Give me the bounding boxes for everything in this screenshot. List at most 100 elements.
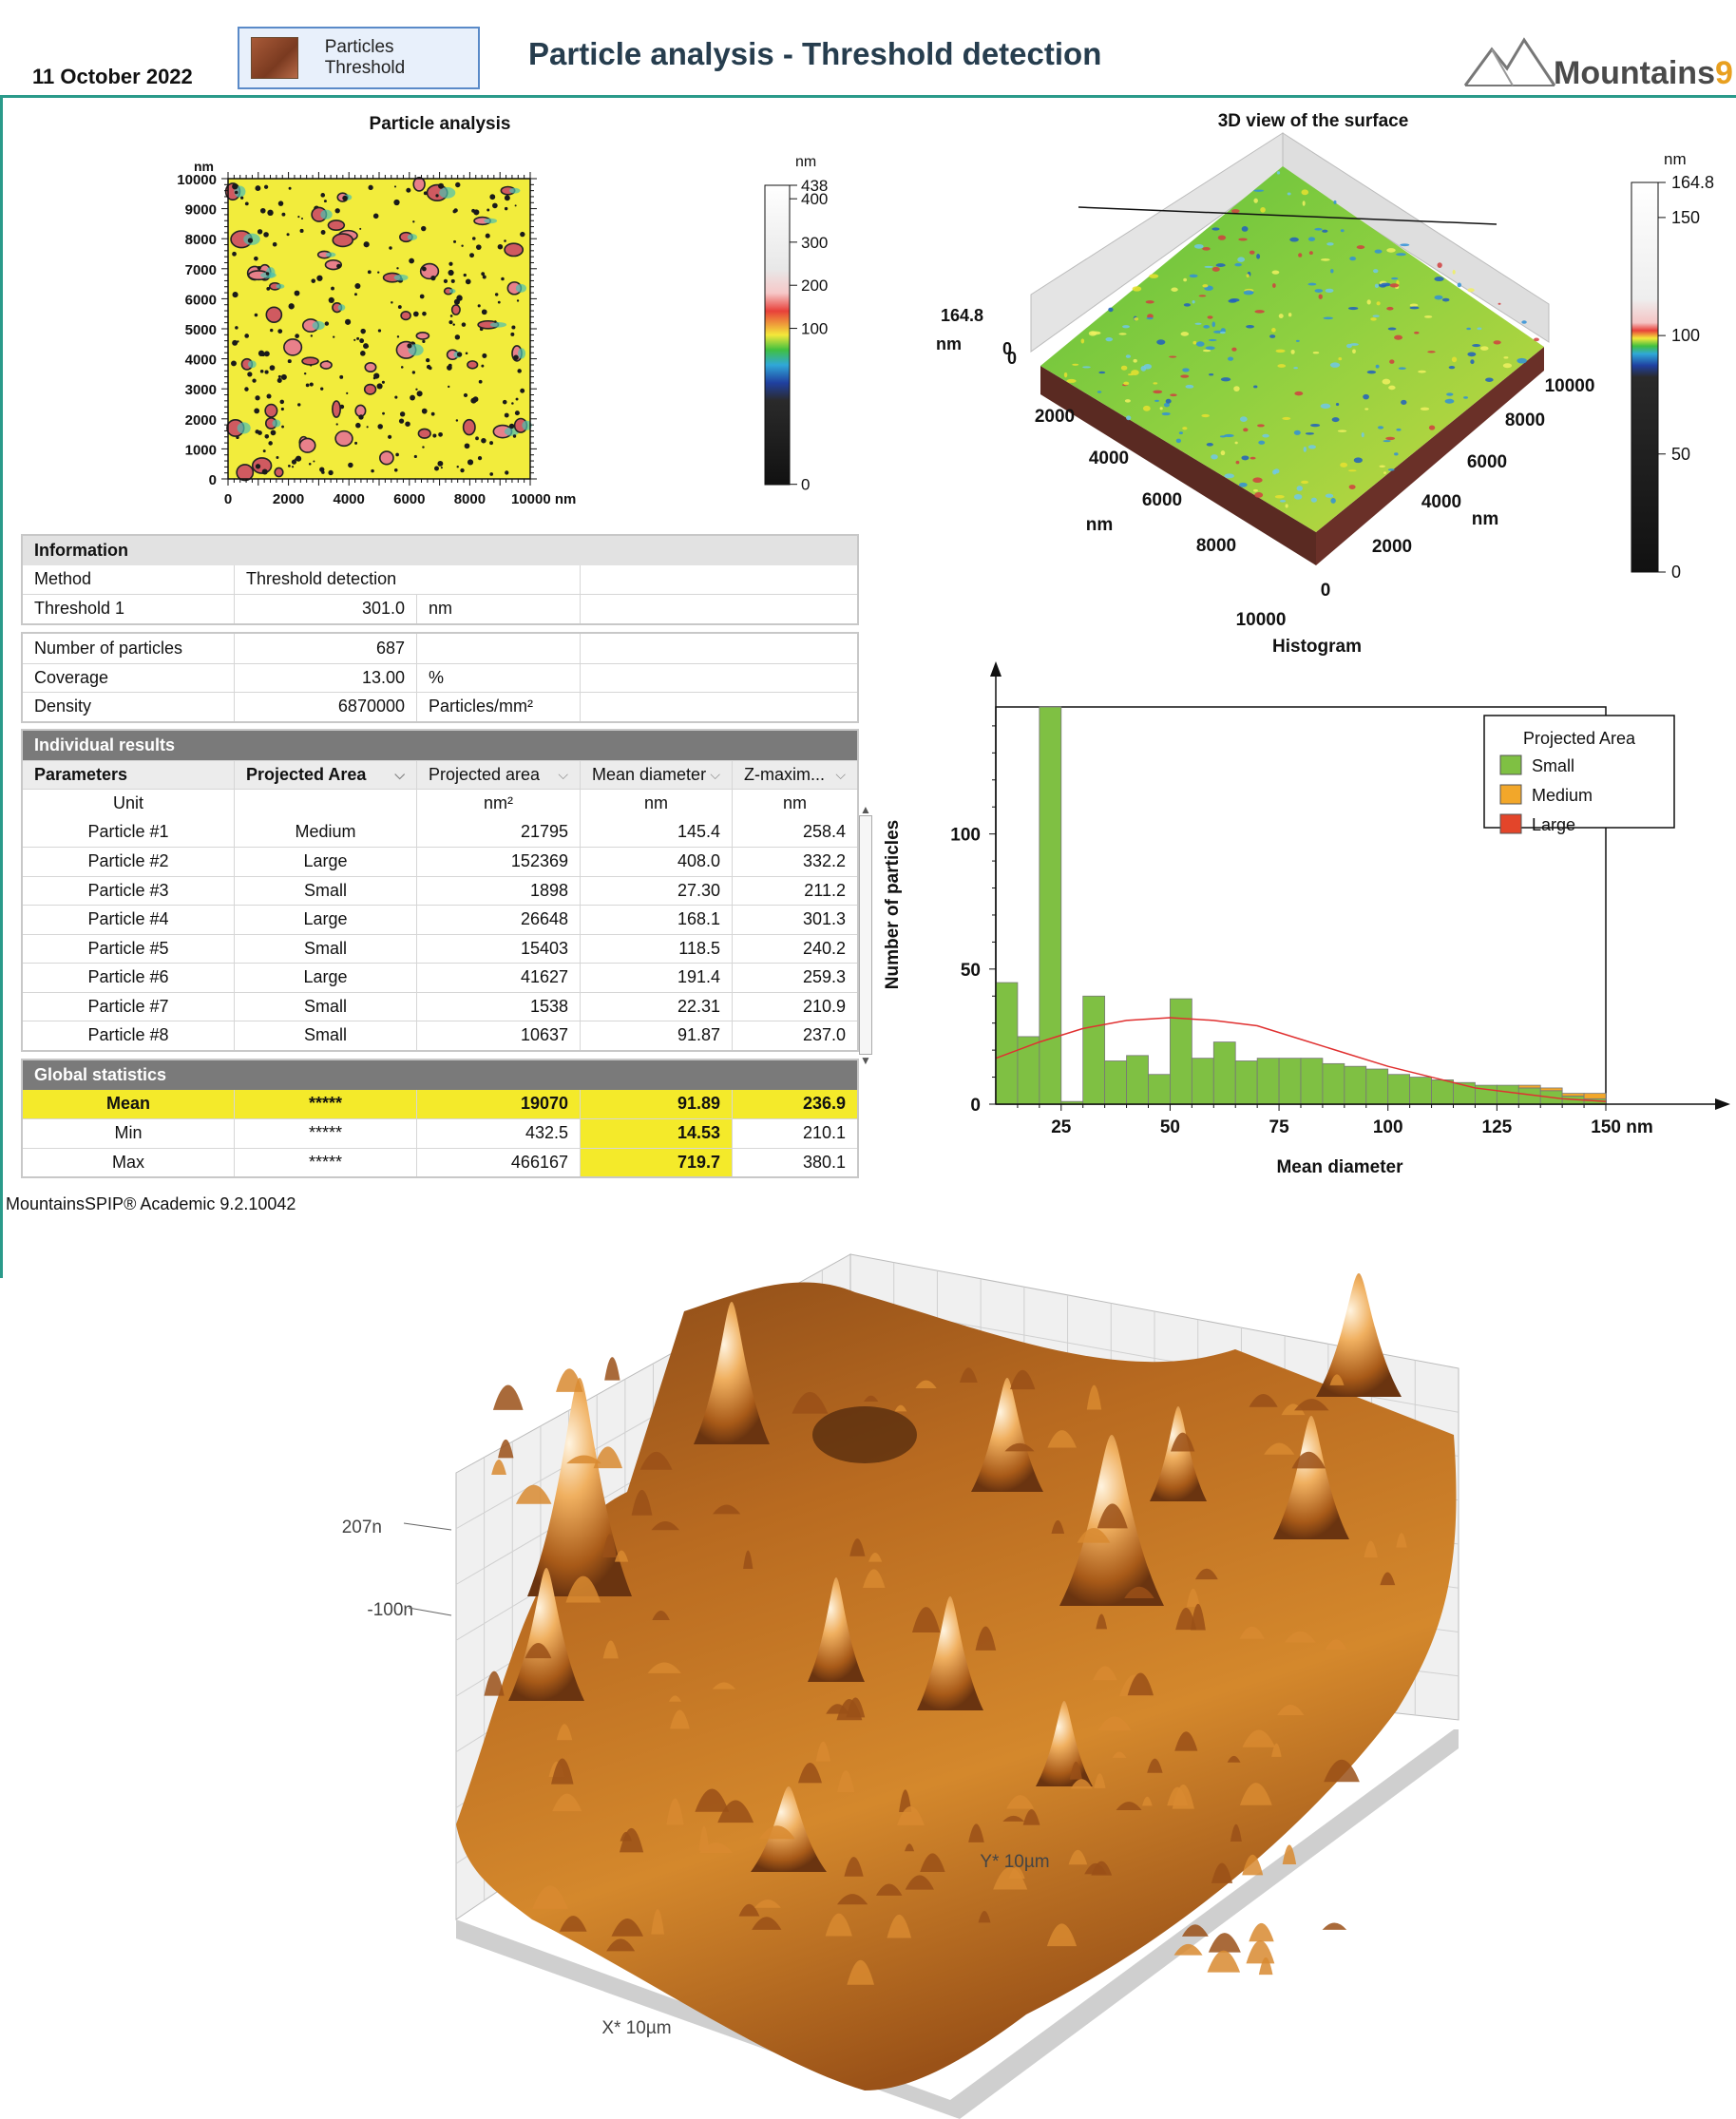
y-axis-label: Y* 10µm (980, 1852, 1049, 1872)
information-header: Information (23, 536, 857, 565)
column-header-0[interactable]: Parameters (34, 764, 128, 784)
sort-chevron-icon[interactable]: ⌵ (394, 766, 405, 782)
surface-feature (1437, 262, 1442, 268)
particle-marker (461, 322, 467, 327)
x-tick-label: 8000 (454, 491, 486, 507)
particle-marker (448, 320, 453, 325)
surface-feature (1215, 263, 1226, 267)
histogram-bar-medium (1517, 1084, 1541, 1089)
histogram-bar-small (1234, 1060, 1258, 1105)
unit-cell-4: nm (732, 790, 857, 818)
surface-feature (1127, 373, 1135, 376)
z-unit-label: nm (936, 334, 962, 353)
front-wall-right (1316, 347, 1544, 565)
particle-row: Particle #7 Small 1538 22.31 210.9 (23, 991, 857, 1021)
particle-marker (421, 266, 427, 272)
surface-feature (1269, 334, 1276, 338)
surface-bump (1282, 1844, 1297, 1864)
particle-halo (237, 422, 251, 434)
particle-marker (259, 207, 266, 214)
particle-marker (405, 421, 410, 427)
column-header-4[interactable]: Z-maxim... ⌵ (732, 760, 857, 789)
surface-feature (1462, 396, 1468, 399)
surface-bump (959, 1367, 978, 1384)
column-header-2[interactable]: Projected area ⌵ (416, 760, 580, 789)
particle-marker (252, 378, 257, 383)
surface-bump (695, 1788, 730, 1812)
surface-feature (1493, 340, 1501, 345)
scroll-up-icon[interactable]: ▲ (860, 803, 871, 816)
surface-feature (1347, 469, 1357, 472)
summary-row-cell-2: % (416, 663, 580, 692)
particle-marker (377, 424, 383, 430)
particles-threshold-tab[interactable]: Particles Threshold (238, 27, 480, 89)
surface-feature (1387, 327, 1397, 331)
scroll-down-icon[interactable]: ▼ (860, 1054, 871, 1067)
particle-marker (494, 320, 497, 323)
particle-row: Particle #2 Large 152369 408.0 332.2 (23, 847, 857, 876)
profile-line (1078, 206, 1498, 225)
surface-feature (1420, 407, 1430, 411)
surface-feature (1376, 301, 1381, 306)
particle-row-cell-1: Small (234, 1021, 416, 1050)
particle-marker (232, 183, 238, 190)
particle-marker (489, 441, 494, 446)
particle-marker (508, 423, 515, 430)
surface-bump (868, 1553, 883, 1562)
column-header-3[interactable]: Mean diameter ⌵ (580, 760, 732, 789)
sort-chevron-icon[interactable]: ⌵ (558, 766, 568, 782)
front-wall-left (1040, 366, 1316, 565)
particle-marker (360, 328, 366, 334)
particle-marker (301, 356, 319, 366)
particle-marker (456, 466, 459, 468)
particle-halo (276, 283, 285, 289)
surface-feature (1521, 320, 1527, 324)
sort-chevron-icon[interactable]: ⌵ (710, 766, 720, 782)
histogram-bar-small (1387, 1074, 1411, 1105)
particle-marker (334, 208, 340, 214)
particle-marker (371, 468, 374, 473)
particle-marker (354, 282, 361, 290)
surface-feature (1260, 207, 1266, 213)
surface-feature (1467, 288, 1475, 293)
surface-feature (1320, 258, 1330, 261)
particle-row-cell-2: 152369 (416, 848, 580, 876)
particle-marker (244, 387, 249, 391)
surface-feature (1209, 373, 1214, 376)
surface-bump (1084, 1862, 1107, 1875)
colorbar-3d (1631, 181, 1659, 573)
particle-marker (421, 408, 428, 414)
surface-feature (1294, 391, 1304, 396)
particle-marker (244, 334, 250, 338)
surface-peaks (484, 1273, 1407, 1985)
surface-feature (1466, 327, 1471, 331)
surface-bump (1070, 1779, 1093, 1789)
results-scrollbar[interactable]: ▲ ▼ (859, 803, 872, 1067)
particle-halo (448, 289, 456, 294)
histogram-bar-small (1126, 1055, 1149, 1105)
column-header-1[interactable]: Projected Area ⌵ (234, 760, 416, 789)
particle-marker (450, 278, 455, 283)
surface-bump (875, 1883, 903, 1896)
particle-marker (259, 369, 264, 373)
particle-marker (393, 185, 397, 188)
sort-chevron-icon[interactable]: ⌵ (835, 766, 846, 782)
surface-feature (1446, 392, 1454, 396)
surface-bump (668, 1695, 682, 1702)
particle-marker (477, 456, 483, 461)
particle-marker (297, 403, 301, 407)
surface-feature (1293, 367, 1298, 370)
summary-row: Number of particles 687 (23, 634, 857, 663)
surface-bump (620, 1831, 633, 1842)
particle-marker (432, 433, 437, 438)
y-axis-unit: nm (1472, 509, 1499, 529)
particle-marker (299, 228, 304, 233)
particle-marker (450, 304, 461, 315)
surface-bump (826, 1704, 849, 1714)
global-stat-row-cell-3: 14.53 (580, 1119, 732, 1148)
surface-feature (1470, 359, 1475, 365)
particle-marker (477, 304, 481, 308)
particle-marker (502, 399, 507, 405)
surface-feature (1452, 270, 1456, 275)
surface-feature (1097, 391, 1102, 393)
